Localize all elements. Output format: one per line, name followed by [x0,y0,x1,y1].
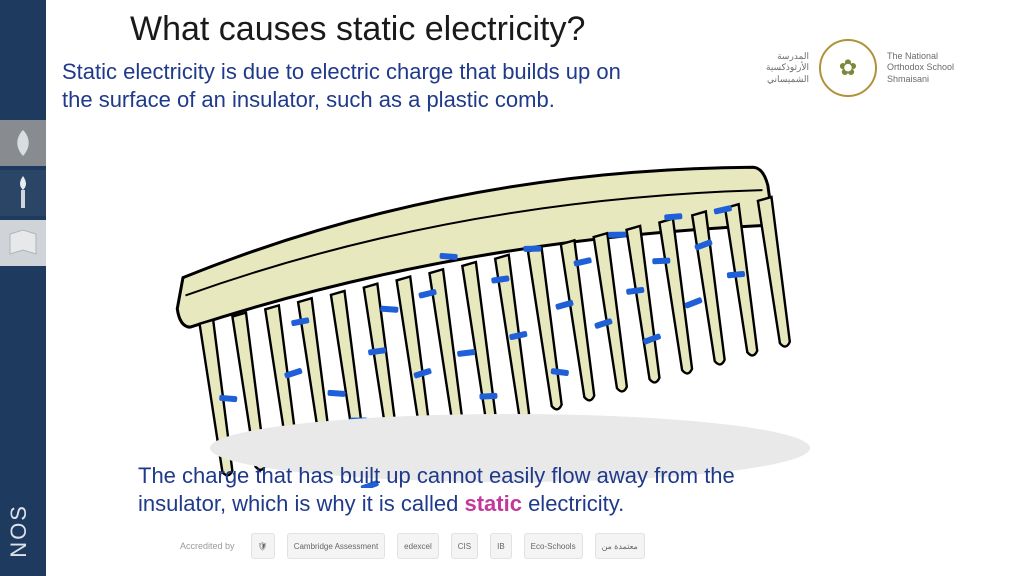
sidebar-icon-stack [0,120,46,266]
book-icon [0,220,46,266]
logo-seal-icon: ✿ [819,39,877,97]
conclusion-paragraph: The charge that has built up cannot easi… [138,462,778,518]
intro-paragraph: Static electricity is due to electric ch… [62,58,652,114]
accreditation-badge: معتمدة من [595,533,645,559]
para2-pre: The charge that has built up cannot easi… [138,463,735,516]
school-logo: المدرسة الأرثوذكسية الشميساني ✿ The Nati… [766,26,1006,110]
logo-english: The National Orthodox School Shmaisani [887,51,954,85]
accreditation-badge: 🛡 [251,533,275,559]
accreditation-badge: IB [490,533,512,559]
accredited-by-label: Accredited by [180,541,235,551]
accreditation-badge: edexcel [397,533,439,559]
accreditation-badge: Eco-Schools [524,533,583,559]
comb-illustration [110,128,730,458]
static-keyword: static [464,491,521,516]
nos-label: NOS [6,504,32,558]
accreditation-badge: CIS [451,533,478,559]
para2-post: electricity. [522,491,624,516]
accreditation-badge: Cambridge Assessment [287,533,385,559]
slide-title: What causes static electricity? [130,10,585,49]
accreditation-strip: Accredited by 🛡 Cambridge Assessment edexc… [180,526,820,566]
logo-arabic: المدرسة الأرثوذكسية الشميساني [766,51,809,85]
sidebar: NOS [0,0,46,576]
laurel-icon [0,120,46,166]
torch-icon [0,170,46,216]
